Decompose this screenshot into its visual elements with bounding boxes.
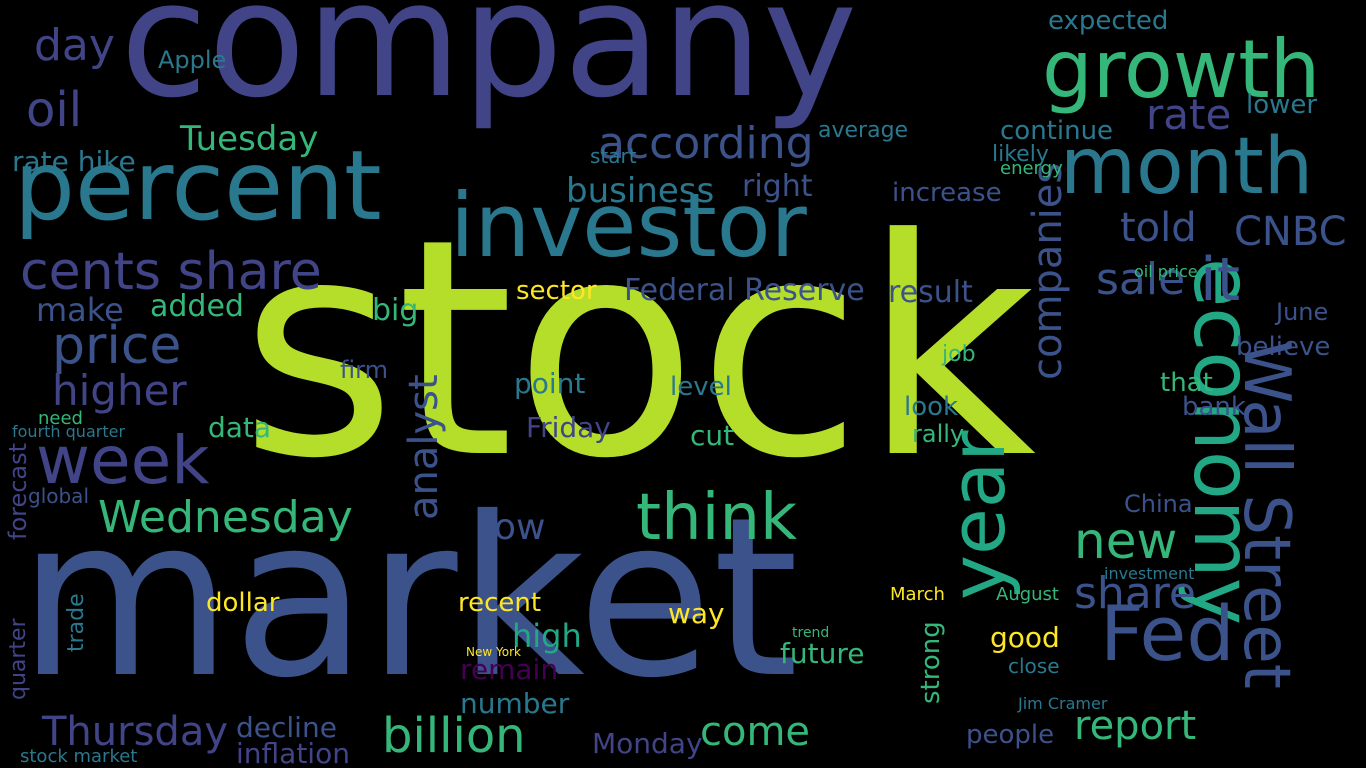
word-new: new [1074, 512, 1178, 570]
word-low: low [484, 507, 546, 548]
word-remain: remain [460, 653, 559, 686]
word-trend: trend [792, 625, 830, 641]
word-rate: rate [1146, 90, 1232, 139]
word-year: year [933, 430, 1022, 600]
word-fourth-quarter: fourth quarter [12, 422, 126, 441]
word-global: global [28, 484, 89, 508]
word-week: week [36, 422, 210, 499]
word-it: it [1200, 245, 1241, 315]
word-point: point [514, 367, 586, 400]
word-strong: strong [916, 621, 946, 704]
word-increase: increase [892, 178, 1002, 208]
word-come: come [700, 709, 811, 755]
word-march: March [890, 584, 945, 605]
word-believe: believe [1236, 332, 1331, 362]
word-that: that [1160, 368, 1213, 398]
word-job: job [942, 342, 976, 367]
word-need: need [38, 408, 83, 429]
word-growth: growth [1042, 23, 1321, 116]
word-future: future [780, 637, 865, 670]
word-stock-market: stock market [20, 746, 138, 767]
word-cents-share: cents share [20, 242, 322, 302]
word-company: company [120, 0, 858, 133]
word-way: way [668, 597, 725, 630]
word-investment: investment [1104, 564, 1195, 583]
word-month: month [1060, 122, 1314, 212]
word-fed: Fed [1100, 589, 1235, 678]
word-oil-price: oil price [1134, 262, 1198, 281]
word-average: average [818, 118, 909, 143]
word-report: report [1074, 703, 1197, 749]
word-decline: decline [236, 711, 337, 744]
word-analyst: analyst [401, 374, 447, 520]
word-apple: Apple [158, 46, 227, 74]
word-result: result [888, 275, 973, 310]
word-price: price [52, 316, 182, 376]
word-august: August [996, 584, 1059, 605]
word-quarter: quarter [6, 618, 31, 700]
word-continue: continue [1000, 116, 1114, 146]
word-day: day [34, 20, 115, 71]
word-federal-reserve: Federal Reserve [624, 273, 865, 308]
word-bank: bank [1182, 392, 1246, 422]
word-according: according [598, 118, 814, 169]
word-high: high [512, 617, 582, 655]
word-friday: Friday [526, 411, 611, 444]
word-added: added [150, 289, 244, 324]
word-make: make [36, 291, 124, 329]
word-stock: stock [240, 175, 1037, 524]
word-sector: sector [516, 276, 597, 306]
word-companies: companies [1025, 162, 1071, 380]
word-expected: expected [1048, 6, 1169, 36]
word-trade: trade [64, 593, 89, 652]
word-people: people [966, 720, 1055, 750]
word-thursday: Thursday [42, 709, 228, 755]
word-close: close [1008, 654, 1060, 678]
word-wednesday: Wednesday [98, 492, 353, 543]
word-rate-hike: rate hike [12, 145, 136, 178]
word-investor: investor [450, 174, 807, 277]
word-likely: likely [992, 142, 1049, 167]
word-inflation: inflation [236, 737, 350, 768]
word-percent: percent [14, 130, 382, 242]
word-data: data [208, 411, 272, 444]
word-told: told [1120, 205, 1197, 251]
word-tuesday: Tuesday [180, 119, 319, 159]
word-higher: higher [52, 366, 187, 415]
word-number: number [460, 687, 570, 720]
word-recent: recent [458, 588, 542, 618]
word-cnbc: CNBC [1234, 209, 1347, 255]
word-cut: cut [690, 419, 735, 452]
word-sale: sale [1096, 254, 1186, 305]
word-monday: Monday [592, 727, 703, 760]
word-think: think [636, 481, 798, 555]
word-jim-cramer: Jim Cramer [1018, 694, 1108, 713]
word-good: good [990, 621, 1060, 654]
word-level: level [670, 372, 732, 402]
word-china: China [1124, 490, 1193, 518]
word-forecast: forecast [4, 442, 32, 540]
word-right: right [742, 169, 813, 204]
word-share: share [1074, 568, 1196, 619]
word-start: start [590, 144, 637, 168]
word-energy: energy [1000, 158, 1063, 179]
word-market: market [18, 470, 799, 726]
word-june: June [1276, 298, 1329, 326]
word-business: business [566, 171, 715, 211]
word-firm: firm [340, 356, 388, 384]
word-lower: lower [1246, 90, 1318, 120]
word-dollar: dollar [206, 588, 280, 618]
word-look: look [904, 392, 959, 422]
word-rally: rally [912, 420, 965, 448]
word-new-york: New York [466, 645, 521, 659]
word-big: big [372, 293, 419, 328]
word-oil: oil [26, 82, 83, 138]
word-billion: billion [382, 708, 526, 764]
